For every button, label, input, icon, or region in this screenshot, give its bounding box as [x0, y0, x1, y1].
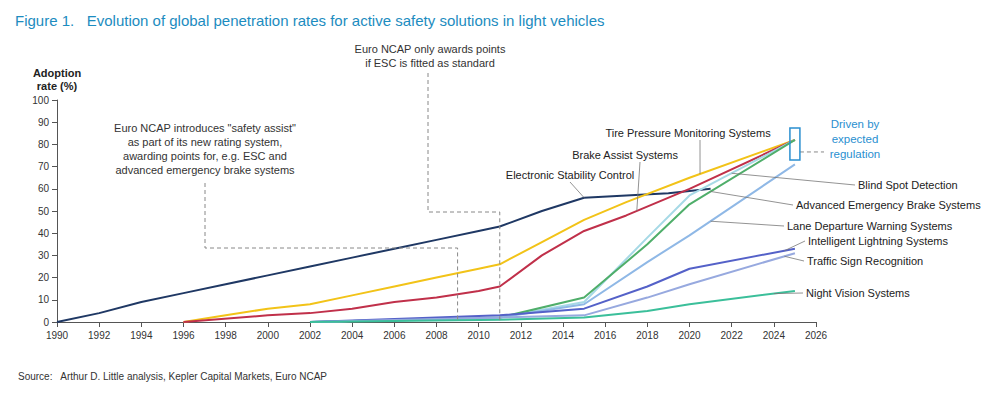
svg-text:70: 70 [38, 161, 50, 172]
svg-text:100: 100 [32, 95, 49, 106]
svg-text:Brake Assist Systems: Brake Assist Systems [572, 149, 678, 161]
svg-text:90: 90 [38, 117, 50, 128]
svg-text:advanced emergency brake syste: advanced emergency brake systems [115, 164, 295, 176]
svg-text:rate (%): rate (%) [37, 80, 78, 92]
svg-text:2002: 2002 [299, 330, 322, 341]
svg-text:1992: 1992 [88, 330, 111, 341]
svg-text:Traffic Sign Recognition: Traffic Sign Recognition [807, 255, 923, 267]
svg-text:80: 80 [38, 139, 50, 150]
svg-text:2006: 2006 [383, 330, 406, 341]
svg-text:regulation: regulation [830, 148, 881, 160]
svg-text:as part of its new rating syst: as part of its new rating system, [128, 136, 283, 148]
svg-text:60: 60 [38, 183, 50, 194]
svg-text:2024: 2024 [763, 330, 786, 341]
svg-text:20: 20 [38, 272, 50, 283]
svg-text:2014: 2014 [552, 330, 575, 341]
svg-text:Electronic Stability Control: Electronic Stability Control [506, 169, 634, 181]
svg-text:Tire Pressure Monitoring Syste: Tire Pressure Monitoring Systems [605, 127, 771, 139]
svg-text:Blind Spot Detection: Blind Spot Detection [858, 179, 958, 191]
svg-text:2026: 2026 [805, 330, 828, 341]
svg-text:2012: 2012 [510, 330, 533, 341]
svg-text:Driven by: Driven by [831, 118, 880, 130]
svg-text:2008: 2008 [425, 330, 448, 341]
svg-text:awarding points for, e.g. ESC: awarding points for, e.g. ESC and [123, 150, 287, 162]
svg-text:Figure 1. Evolution of globa: Figure 1. Evolution of global penetratio… [15, 12, 605, 29]
svg-text:2000: 2000 [257, 330, 280, 341]
svg-text:Night Vision Systems: Night Vision Systems [806, 287, 910, 299]
svg-text:0: 0 [43, 317, 49, 328]
svg-text:10: 10 [38, 294, 50, 305]
svg-text:2018: 2018 [636, 330, 659, 341]
svg-text:Euro NCAP introduces "safety a: Euro NCAP introduces "safety assist" [114, 122, 296, 134]
svg-text:1996: 1996 [172, 330, 195, 341]
svg-text:1998: 1998 [215, 330, 238, 341]
svg-text:Source: Arthur D. Little ana: Source: Arthur D. Little analysis, Keple… [18, 371, 327, 382]
svg-text:1994: 1994 [130, 330, 153, 341]
svg-text:Adoption: Adoption [33, 67, 82, 79]
svg-text:50: 50 [38, 206, 50, 217]
svg-text:2010: 2010 [468, 330, 491, 341]
svg-text:2022: 2022 [721, 330, 744, 341]
svg-text:expected: expected [832, 133, 879, 145]
svg-text:Intelligent Lightning Systems: Intelligent Lightning Systems [808, 235, 949, 247]
svg-text:2004: 2004 [341, 330, 364, 341]
svg-text:1990: 1990 [46, 330, 69, 341]
svg-text:Advanced Emergency Brake Syste: Advanced Emergency Brake Systems [796, 199, 981, 211]
svg-text:40: 40 [38, 228, 50, 239]
svg-text:30: 30 [38, 250, 50, 261]
svg-text:Euro NCAP only awards points: Euro NCAP only awards points [355, 43, 506, 55]
svg-text:2020: 2020 [678, 330, 701, 341]
svg-text:Lane Departure Warning Systems: Lane Departure Warning Systems [787, 220, 953, 232]
svg-text:2016: 2016 [594, 330, 617, 341]
svg-text:if ESC is fitted as standard: if ESC is fitted as standard [365, 57, 495, 69]
